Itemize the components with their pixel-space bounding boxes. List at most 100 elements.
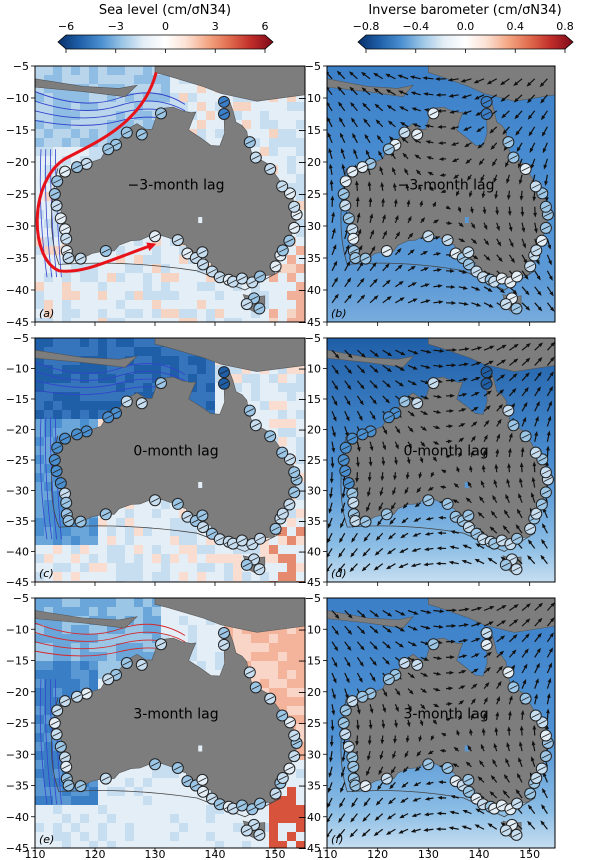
wind-arrow (374, 548, 384, 556)
field-cell (107, 625, 117, 635)
wind-arrow (420, 656, 430, 661)
field-cell (179, 563, 189, 573)
field-cell (134, 814, 144, 824)
field-cell (98, 832, 108, 842)
wind-arrow (496, 680, 502, 689)
field-cell (98, 554, 108, 564)
wind-arrow (506, 174, 510, 184)
field-cell (296, 832, 305, 842)
station-mark (137, 400, 146, 406)
y-tick-label: −40 (6, 284, 29, 297)
field-cell (233, 832, 243, 842)
wind-arrow (424, 547, 434, 552)
field-cell (80, 93, 90, 103)
field-cell (296, 814, 305, 824)
field-cell (188, 102, 198, 112)
wind-arrow (407, 232, 414, 240)
field-cell (287, 300, 297, 310)
field-cell (206, 625, 216, 635)
wind-arrow (541, 126, 548, 137)
field-cell (197, 111, 207, 121)
wind-arrow (493, 742, 498, 752)
field-cell (287, 509, 297, 519)
wind-arrow (402, 502, 409, 509)
field-cell (107, 527, 117, 537)
field-cell (278, 688, 288, 698)
wind-arrow (331, 426, 336, 438)
field-cell (80, 120, 90, 130)
wind-arrow (433, 252, 442, 256)
field-cell (80, 75, 90, 85)
wind-arrow (433, 268, 443, 272)
field-cell (170, 356, 180, 366)
field-cell (80, 300, 90, 310)
field-cell (98, 805, 108, 815)
wind-arrow (479, 760, 485, 768)
station-mark (251, 685, 260, 690)
station-mark (384, 414, 393, 420)
field-cell (269, 282, 279, 292)
field-cell (296, 652, 305, 662)
wind-arrow (407, 625, 418, 631)
wind-arrow (340, 502, 346, 514)
wind-arrow (508, 388, 517, 397)
station-mark (290, 753, 299, 759)
wind-arrow (331, 293, 339, 304)
wind-arrow (351, 117, 358, 128)
x-tick-label: 110 (317, 848, 338, 860)
station-mark (482, 99, 491, 105)
y-tick-label: −35 (298, 252, 321, 265)
wind-arrow (433, 410, 442, 414)
wind-arrow (483, 697, 488, 705)
field-cell (188, 527, 198, 537)
field-cell (35, 688, 45, 698)
wind-arrow (382, 214, 386, 223)
field-cell (125, 383, 135, 393)
field-cell (71, 572, 81, 582)
field-cell (44, 147, 54, 157)
field-cell (152, 527, 162, 537)
field-cell (287, 787, 297, 797)
wind-arrow (483, 238, 490, 246)
field-cell (287, 111, 297, 121)
field-cell (278, 410, 288, 420)
x-tick-label: 140 (469, 848, 490, 860)
station-mark (62, 236, 71, 242)
field-cell (296, 554, 305, 564)
field-cell (224, 554, 234, 564)
field-cell (98, 93, 108, 103)
wind-arrow (445, 439, 453, 444)
wind-arrow (496, 418, 502, 427)
y-tick-label: −20 (6, 156, 29, 169)
field-cell (35, 643, 45, 653)
field-cell (278, 156, 288, 166)
field-cell (287, 246, 297, 256)
wind-arrow (483, 667, 491, 674)
field-cell (125, 536, 135, 546)
wind-arrow (519, 190, 524, 201)
field-cell (251, 383, 261, 393)
field-cell (161, 246, 171, 256)
field-cell (197, 129, 207, 139)
wind-arrow (418, 735, 423, 743)
field-cell (296, 192, 305, 202)
field-cell (287, 706, 297, 716)
field-cell (197, 661, 207, 671)
wind-arrow (413, 139, 422, 144)
field-cell (125, 832, 135, 842)
field-cell (161, 264, 171, 274)
field-cell (116, 805, 126, 815)
field-cell (278, 291, 288, 301)
field-cell (53, 832, 63, 842)
wind-arrow (328, 766, 333, 778)
wind-arrow (361, 71, 371, 80)
wind-arrow (379, 750, 384, 760)
wind-arrow (430, 471, 435, 478)
station-mark (60, 436, 70, 442)
field-cell (53, 500, 63, 510)
wind-arrow (458, 270, 468, 274)
field-cell (71, 300, 81, 310)
field-cell (179, 318, 189, 322)
field-cell (170, 246, 180, 256)
field-cell (296, 715, 305, 725)
